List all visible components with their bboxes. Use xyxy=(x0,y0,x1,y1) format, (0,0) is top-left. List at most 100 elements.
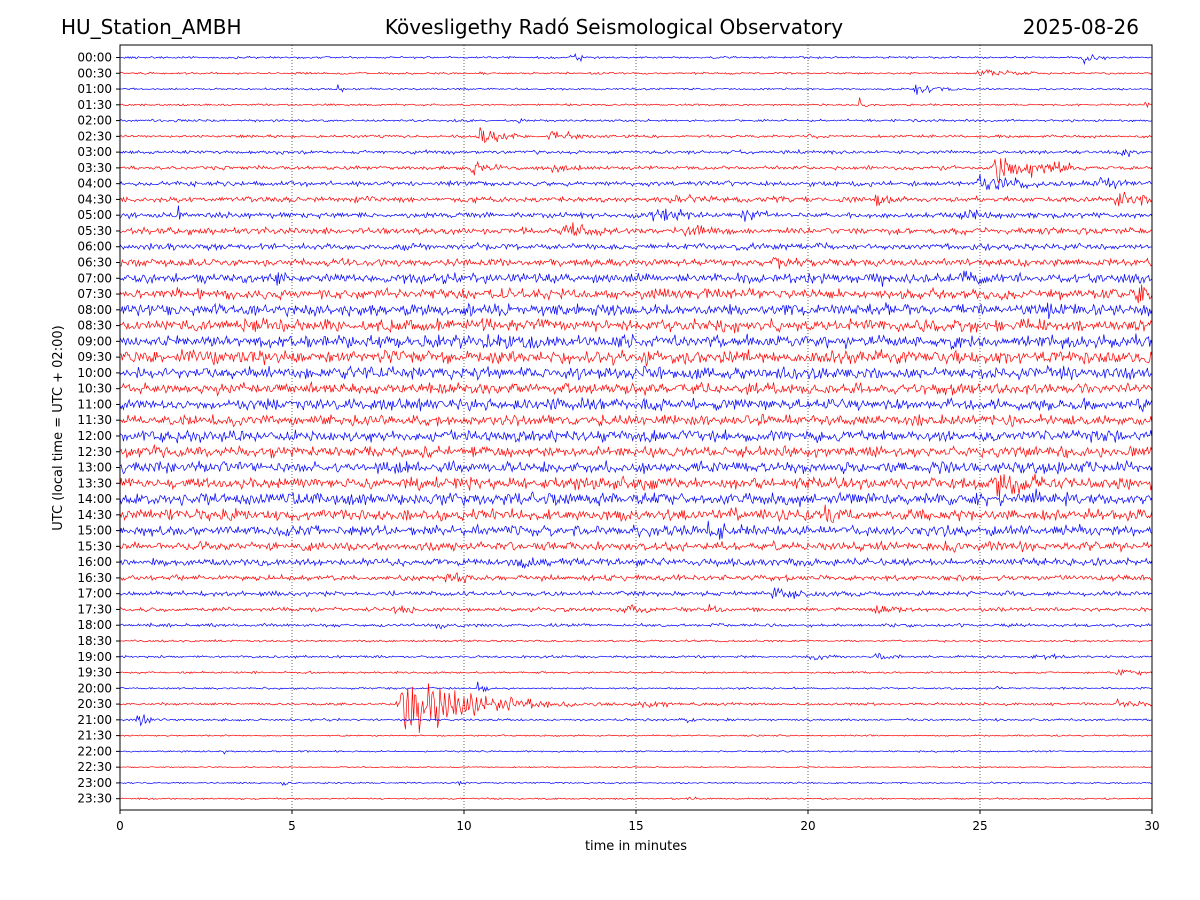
y-tick-label: 08:00 xyxy=(77,303,112,317)
trace-0830 xyxy=(119,317,1153,334)
trace-0030 xyxy=(119,69,1153,77)
y-tick-label: 02:00 xyxy=(77,114,112,128)
trace-0800 xyxy=(119,302,1153,319)
y-tick-label: 14:00 xyxy=(77,492,112,506)
trace-0300 xyxy=(119,148,1153,158)
x-tick-label: 15 xyxy=(628,819,643,833)
y-tick-label: 17:00 xyxy=(77,587,112,601)
y-tick-label: 04:30 xyxy=(77,192,112,206)
y-tick-label: 13:30 xyxy=(77,476,112,490)
x-tick-label: 25 xyxy=(972,819,987,833)
trace-0700 xyxy=(119,270,1153,287)
y-tick-label: 22:00 xyxy=(77,744,112,758)
trace-0530 xyxy=(119,222,1152,238)
trace-2030 xyxy=(119,683,1153,733)
y-tick-label: 09:00 xyxy=(77,334,112,348)
y-tick-label: 21:00 xyxy=(77,713,112,727)
trace-0500 xyxy=(119,205,1153,222)
trace-0900 xyxy=(119,333,1153,351)
y-tick-label: 07:30 xyxy=(77,287,112,301)
y-tick-label: 00:00 xyxy=(77,51,112,65)
x-axis-label: time in minutes xyxy=(585,839,687,854)
trace-1430 xyxy=(119,504,1153,523)
x-tick-label: 10 xyxy=(456,819,471,833)
trace-1930 xyxy=(119,668,1153,677)
y-tick-label: 06:00 xyxy=(77,240,112,254)
y-tick-label: 10:00 xyxy=(77,366,112,380)
trace-1300 xyxy=(119,459,1153,475)
trace-1900 xyxy=(119,652,1153,661)
observatory-title: Kövesligethy Radó Seismological Observat… xyxy=(384,15,844,39)
y-tick-label: 07:00 xyxy=(77,271,112,285)
trace-0930 xyxy=(119,348,1153,367)
y-axis-label: UTC (local time = UTC + 02:00) xyxy=(51,325,66,530)
trace-0730 xyxy=(119,284,1153,304)
trace-1200 xyxy=(119,428,1153,444)
y-tick-label: 02:30 xyxy=(77,129,112,143)
trace-0400 xyxy=(119,174,1153,190)
y-tick-label: 05:30 xyxy=(77,224,112,238)
y-tick-label: 10:30 xyxy=(77,382,112,396)
y-tick-label: 11:30 xyxy=(77,413,112,427)
y-tick-label: 03:30 xyxy=(77,161,112,175)
trace-0630 xyxy=(119,256,1153,270)
y-tick-label: 08:30 xyxy=(77,319,112,333)
y-tick-label: 20:00 xyxy=(77,681,112,695)
trace-1700 xyxy=(119,587,1153,599)
x-tick-label: 5 xyxy=(288,819,296,833)
y-tick-label: 01:00 xyxy=(77,82,112,96)
trace-2230 xyxy=(119,765,1153,769)
y-tick-label: 23:00 xyxy=(77,776,112,790)
trace-2000 xyxy=(119,681,1153,693)
trace-0330 xyxy=(119,157,1153,184)
y-tick-label: 12:30 xyxy=(77,445,112,459)
y-tick-label: 12:00 xyxy=(77,429,112,443)
x-axis-ticks: 0 5 10 15 20 25 30 xyxy=(116,810,1160,833)
trace-1600 xyxy=(119,556,1153,570)
trace-1230 xyxy=(119,443,1153,459)
trace-2130 xyxy=(119,734,1153,738)
trace-2300 xyxy=(119,780,1153,787)
trace-1400 xyxy=(119,488,1153,507)
y-tick-label: 05:00 xyxy=(77,208,112,222)
y-tick-label: 19:00 xyxy=(77,650,112,664)
y-tick-label: 16:30 xyxy=(77,571,112,585)
trace-1000 xyxy=(119,364,1153,381)
y-tick-label: 18:00 xyxy=(77,618,112,632)
y-tick-label: 20:30 xyxy=(77,697,112,711)
trace-2200 xyxy=(119,749,1153,755)
x-tick-label: 30 xyxy=(1144,819,1159,833)
trace-0230 xyxy=(119,127,1153,144)
trace-1330 xyxy=(119,473,1153,499)
y-tick-label: 00:30 xyxy=(77,66,112,80)
trace-2100 xyxy=(119,714,1153,727)
y-tick-label: 17:30 xyxy=(77,602,112,616)
y-tick-label: 11:00 xyxy=(77,397,112,411)
x-tick-label: 20 xyxy=(800,819,815,833)
trace-2330 xyxy=(119,796,1153,801)
trace-1500 xyxy=(119,520,1153,540)
x-tick-label: 0 xyxy=(116,819,124,833)
trace-0600 xyxy=(119,241,1153,252)
y-tick-label: 22:30 xyxy=(77,760,112,774)
grid-lines xyxy=(291,45,981,810)
y-tick-label: 04:00 xyxy=(77,177,112,191)
trace-1630 xyxy=(119,571,1153,584)
y-tick-label: 19:30 xyxy=(77,666,112,680)
trace-1730 xyxy=(119,603,1153,615)
y-tick-label: 09:30 xyxy=(77,350,112,364)
trace-1100 xyxy=(119,397,1153,413)
trace-1130 xyxy=(119,413,1153,428)
trace-0430 xyxy=(119,191,1153,207)
trace-0130 xyxy=(119,97,1153,109)
y-tick-label: 01:30 xyxy=(77,98,112,112)
y-tick-label: 15:30 xyxy=(77,539,112,553)
trace-1530 xyxy=(119,540,1153,554)
y-tick-label: 13:00 xyxy=(77,461,112,475)
trace-1830 xyxy=(119,639,1153,643)
y-tick-label: 03:00 xyxy=(77,145,112,159)
station-name: HU_Station_AMBH xyxy=(61,15,242,39)
trace-1800 xyxy=(119,622,1153,630)
